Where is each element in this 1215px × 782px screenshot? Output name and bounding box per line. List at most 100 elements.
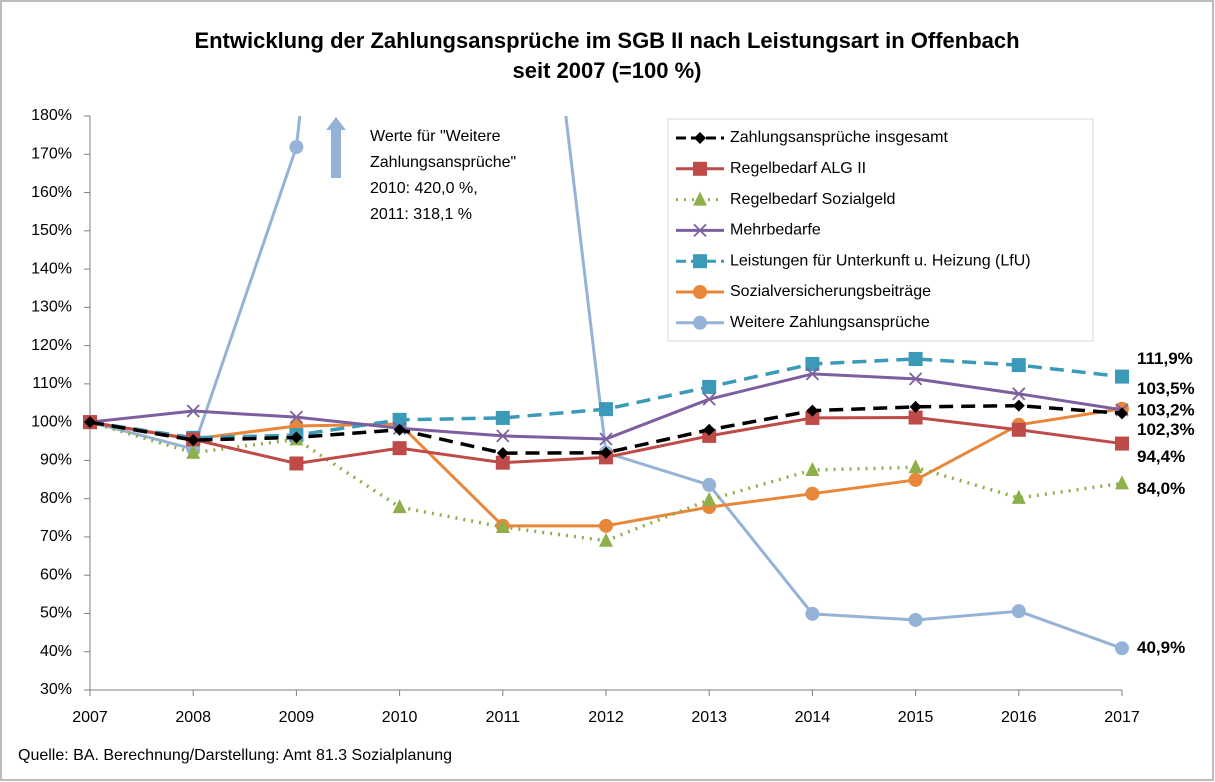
marker — [805, 356, 820, 371]
marker — [806, 404, 819, 417]
marker — [289, 410, 304, 424]
y-tick-label: 130% — [31, 299, 72, 316]
y-tick-label: 70% — [40, 528, 72, 545]
legend-label: Weitere Zahlungsansprüche — [730, 314, 930, 331]
marker — [805, 410, 820, 425]
marker — [187, 434, 200, 447]
marker — [908, 612, 923, 627]
marker — [496, 447, 509, 460]
marker — [702, 491, 717, 506]
marker — [1012, 399, 1025, 412]
marker — [84, 416, 96, 429]
marker — [290, 431, 303, 444]
y-tick-label: 100% — [31, 413, 72, 430]
data-label: 84,0% — [1137, 479, 1185, 498]
marker — [908, 372, 923, 386]
marker — [496, 429, 510, 443]
marker — [393, 423, 406, 436]
marker — [908, 472, 923, 487]
x-tick-label: 2009 — [279, 709, 315, 726]
marker — [1011, 489, 1026, 504]
marker — [693, 315, 707, 330]
legend-label: Zahlungsansprüche insgesamt — [730, 129, 948, 146]
marker — [495, 518, 510, 533]
marker — [599, 532, 613, 547]
y-tick-label: 50% — [40, 605, 72, 622]
marker — [1115, 641, 1129, 656]
marker — [693, 223, 707, 238]
annotation: 2011: 318,1 % — [370, 206, 472, 223]
y-tick-label: 60% — [40, 566, 72, 583]
marker — [702, 392, 716, 406]
annotation-arrow-head — [326, 117, 346, 130]
source: Quelle: BA. Berechnung/Darstellung: Amt … — [18, 747, 452, 764]
marker — [702, 379, 717, 394]
marker — [694, 132, 706, 144]
marker — [392, 499, 407, 514]
data-label: 102,3% — [1137, 420, 1195, 439]
marker — [599, 518, 613, 533]
y-tick-label: 170% — [31, 145, 72, 162]
y-tick-label: 110% — [32, 375, 72, 392]
data-label: 40,9% — [1137, 638, 1185, 657]
legend-label: Regelbedarf Sozialgeld — [730, 191, 895, 208]
marker — [1011, 358, 1026, 373]
legend-label: Regelbedarf ALG II — [730, 160, 866, 177]
legend-label: Leistungen für Unterkunft u. Heizung (Lf… — [730, 252, 1031, 269]
marker — [693, 254, 707, 269]
marker — [1116, 407, 1128, 420]
data-label: 103,5% — [1137, 379, 1195, 398]
x-tick-label: 2014 — [795, 709, 831, 726]
marker — [392, 412, 407, 427]
plot-area — [83, 116, 1129, 656]
marker — [289, 139, 304, 154]
marker — [186, 444, 201, 459]
data-label: 103,2% — [1137, 400, 1195, 419]
data-label: 94,4% — [1137, 447, 1185, 466]
legend — [667, 118, 1094, 342]
marker — [805, 367, 820, 381]
y-tick-label: 120% — [31, 337, 72, 354]
x-tick-label: 2008 — [175, 709, 211, 726]
data-label: 111,9% — [1137, 349, 1193, 368]
annotation: 2010: 420,0 %, — [370, 180, 478, 197]
x-tick-label: 2007 — [72, 709, 108, 726]
x-tick-label: 2011 — [486, 709, 521, 726]
y-tick-label: 30% — [40, 681, 72, 698]
marker — [909, 400, 922, 413]
marker — [289, 456, 304, 471]
y-tick-label: 90% — [40, 452, 72, 469]
marker — [1012, 387, 1026, 401]
marker — [599, 432, 613, 446]
marker — [1011, 422, 1026, 437]
marker — [805, 461, 820, 476]
marker — [703, 423, 716, 436]
x-tick-label: 2013 — [691, 709, 727, 726]
marker — [1115, 369, 1129, 384]
marker — [908, 410, 923, 425]
y-tick-label: 140% — [31, 260, 72, 277]
marker — [599, 402, 613, 417]
marker — [908, 459, 923, 474]
y-tick-label: 40% — [40, 643, 72, 660]
annotation: Zahlungsansprüche" — [370, 154, 516, 171]
y-tick-label: 150% — [31, 222, 72, 239]
marker — [693, 191, 707, 206]
marker — [600, 446, 612, 459]
marker — [1115, 436, 1129, 451]
y-tick-label: 180% — [31, 107, 72, 124]
x-tick-label: 2016 — [1001, 709, 1037, 726]
annotation-arrow-shaft — [331, 128, 341, 178]
marker — [495, 455, 510, 470]
legend-label: Sozialversicherungsbeiträge — [730, 283, 931, 300]
marker — [702, 428, 717, 443]
marker — [805, 606, 820, 621]
marker — [1011, 604, 1026, 619]
marker — [392, 441, 407, 456]
chart-title: Entwicklung der Zahlungsansprüche im SGB… — [194, 28, 1019, 53]
chart-subtitle: seit 2007 (=100 %) — [513, 58, 702, 83]
y-tick-label: 80% — [40, 490, 72, 507]
marker — [908, 351, 923, 366]
marker — [495, 410, 510, 425]
